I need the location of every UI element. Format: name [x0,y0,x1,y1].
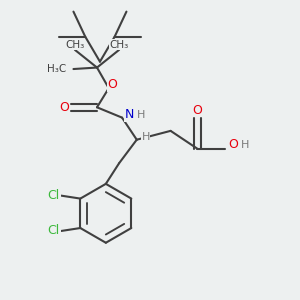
Text: H: H [137,110,146,120]
Text: CH₃: CH₃ [65,40,85,50]
Text: O: O [229,139,238,152]
Text: Cl: Cl [48,224,60,238]
Text: H: H [240,140,249,150]
Text: H: H [141,132,150,142]
Text: N: N [125,108,134,121]
Text: H₃C: H₃C [47,64,66,74]
Text: O: O [107,78,117,91]
Text: O: O [59,101,69,114]
Text: O: O [192,104,202,117]
Text: CH₃: CH₃ [110,40,129,50]
Text: Cl: Cl [48,189,60,202]
